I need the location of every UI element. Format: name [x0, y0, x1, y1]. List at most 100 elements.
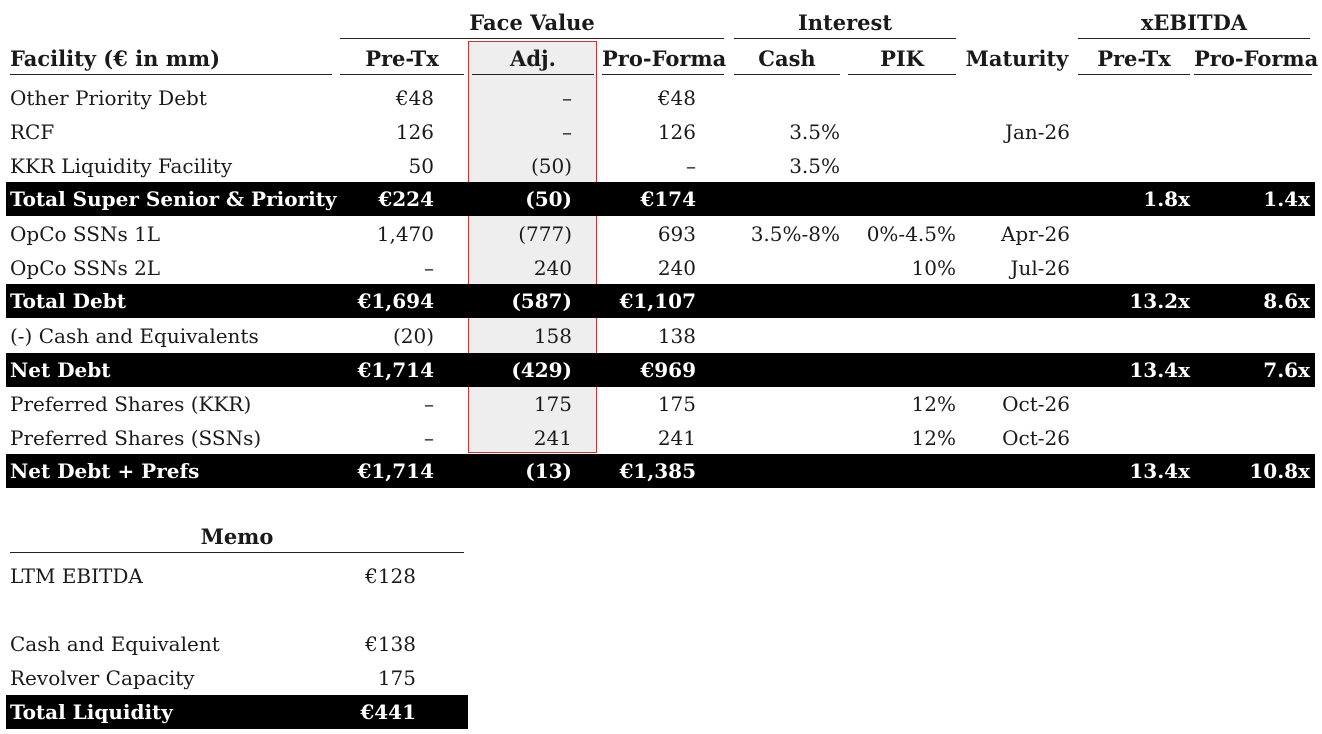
memo-row: LTM EBITDA €128 — [0, 559, 470, 593]
cell-facility-name: OpCo SSNs 1L — [10, 222, 161, 246]
cell-xebitda-proforma: 1.4x — [1263, 187, 1310, 211]
col-header-xebitda-proforma: Pro-Forma — [1194, 42, 1318, 75]
cell-facility-name: Total Debt — [10, 289, 126, 313]
cell-proforma: 138 — [657, 324, 696, 348]
table-row: Preferred Shares (SSNs) – 241 241 12% Oct-26 — [0, 421, 1322, 455]
cell-adj: (50) — [525, 187, 572, 211]
memo-value: €138 — [365, 632, 416, 656]
cell-cash: 3.5% — [789, 120, 840, 144]
cell-pretx: 126 — [395, 120, 434, 144]
cell-pretx: (20) — [392, 324, 434, 348]
col-header-xebitda-pretx: Pre-Tx — [1078, 42, 1190, 75]
cell-cash: 3.5%-8% — [750, 222, 840, 246]
memo-value: €441 — [360, 700, 416, 724]
col-header-proforma: Pro-Forma — [602, 42, 726, 75]
group-header-face-value: Face Value — [340, 8, 724, 39]
table-row: OpCo SSNs 2L – 240 240 10% Jul-26 — [0, 251, 1322, 285]
cell-pretx: – — [424, 256, 434, 280]
cell-adj: – — [562, 120, 572, 144]
cell-facility-name: KKR Liquidity Facility — [10, 154, 233, 178]
memo-label: Cash and Equivalent — [10, 632, 220, 656]
cell-proforma: €1,385 — [619, 459, 696, 483]
cell-xebitda-pretx: 1.8x — [1143, 187, 1190, 211]
cell-adj: 158 — [533, 324, 572, 348]
cell-facility-name: OpCo SSNs 2L — [10, 256, 161, 280]
cell-xebitda-proforma: 10.8x — [1249, 459, 1310, 483]
cell-pretx: €48 — [395, 86, 434, 110]
cell-adj: (587) — [511, 289, 572, 313]
cell-xebitda-proforma: 8.6x — [1263, 289, 1310, 313]
cell-proforma: 126 — [657, 120, 696, 144]
cell-pretx: €1,714 — [357, 459, 434, 483]
cell-pretx: 1,470 — [376, 222, 434, 246]
cell-pretx: – — [424, 426, 434, 450]
cell-pretx: 50 — [408, 154, 434, 178]
cell-proforma: 175 — [657, 392, 696, 416]
cell-facility-name: Net Debt + Prefs — [10, 459, 200, 483]
cell-cash: 3.5% — [789, 154, 840, 178]
memo-value: 175 — [377, 666, 416, 690]
table-row: OpCo SSNs 1L 1,470 (777) 693 3.5%-8% 0%-4.5% A… — [0, 217, 1322, 251]
cell-pretx: €224 — [378, 187, 434, 211]
table-row: RCF 126 – 126 3.5% Jan-26 — [0, 115, 1322, 149]
cell-maturity: Apr-26 — [1000, 222, 1070, 246]
cell-proforma: €1,107 — [619, 289, 696, 313]
cell-facility-name: Preferred Shares (SSNs) — [10, 426, 262, 450]
cell-facility-name: Other Priority Debt — [10, 86, 207, 110]
cell-facility-name: RCF — [10, 120, 55, 144]
cell-facility-name: Total Super Senior & Priority — [10, 187, 337, 211]
cell-xebitda-pretx: 13.4x — [1129, 358, 1190, 382]
cell-facility-name: Net Debt — [10, 358, 111, 382]
memo-row — [0, 593, 470, 627]
total-row: Total Super Senior & Priority €224 (50) €17… — [6, 182, 1315, 216]
cell-xebitda-pretx: 13.4x — [1129, 459, 1190, 483]
cell-adj: (777) — [518, 222, 572, 246]
col-header-facility: Facility (€ in mm) — [10, 42, 332, 75]
cell-xebitda-proforma: 7.6x — [1263, 358, 1310, 382]
cell-maturity: Jan-26 — [1004, 120, 1070, 144]
table-row: (-) Cash and Equivalents (20) 158 138 — [0, 319, 1322, 353]
cell-maturity: Oct-26 — [1002, 392, 1070, 416]
memo-value: €128 — [365, 564, 416, 588]
cell-adj: – — [562, 86, 572, 110]
cell-proforma: €969 — [640, 358, 696, 382]
cell-adj: (13) — [525, 459, 572, 483]
total-row: Net Debt + Prefs €1,714 (13) €1,385 13.4x 10.… — [6, 454, 1315, 488]
group-header-xebitda: xEBITDA — [1078, 8, 1310, 39]
cell-proforma: 693 — [657, 222, 696, 246]
total-row: Net Debt €1,714 (429) €969 13.4x 7.6x — [6, 353, 1315, 387]
cell-proforma: €174 — [640, 187, 696, 211]
memo-total-row: Total Liquidity €441 — [6, 695, 468, 729]
table-row: KKR Liquidity Facility 50 (50) – 3.5% — [0, 149, 1322, 183]
col-header-pretx: Pre-Tx — [340, 42, 464, 75]
cell-adj: 175 — [533, 392, 572, 416]
cell-proforma: – — [686, 154, 696, 178]
cell-pik: 12% — [911, 392, 956, 416]
cell-maturity: Oct-26 — [1002, 426, 1070, 450]
cell-proforma: 240 — [657, 256, 696, 280]
total-row: Total Debt €1,694 (587) €1,107 13.2x 8.6x — [6, 284, 1315, 318]
cell-pik: 0%-4.5% — [866, 222, 956, 246]
memo-title: Memo — [10, 522, 464, 553]
cell-pik: 12% — [911, 426, 956, 450]
cell-adj: 241 — [533, 426, 572, 450]
cell-facility-name: (-) Cash and Equivalents — [10, 324, 259, 348]
cell-facility-name: Preferred Shares (KKR) — [10, 392, 252, 416]
table-row: Preferred Shares (KKR) – 175 175 12% Oct-26 — [0, 387, 1322, 421]
col-header-maturity: Maturity — [965, 46, 1069, 71]
cell-adj: (429) — [511, 358, 572, 382]
cell-pretx: – — [424, 392, 434, 416]
memo-row: Cash and Equivalent €138 — [0, 627, 470, 661]
memo-row: Revolver Capacity 175 — [0, 661, 470, 695]
memo-label: Total Liquidity — [10, 700, 173, 724]
cell-proforma: €48 — [657, 86, 696, 110]
cell-adj: (50) — [530, 154, 572, 178]
cell-pik: 10% — [911, 256, 956, 280]
group-header-interest: Interest — [734, 8, 956, 39]
cell-adj: 240 — [533, 256, 572, 280]
cell-pretx: €1,694 — [357, 289, 434, 313]
cell-maturity: Jul-26 — [1010, 256, 1070, 280]
cell-proforma: 241 — [657, 426, 696, 450]
col-header-pik: PIK — [848, 42, 956, 75]
col-header-cash: Cash — [734, 42, 840, 75]
